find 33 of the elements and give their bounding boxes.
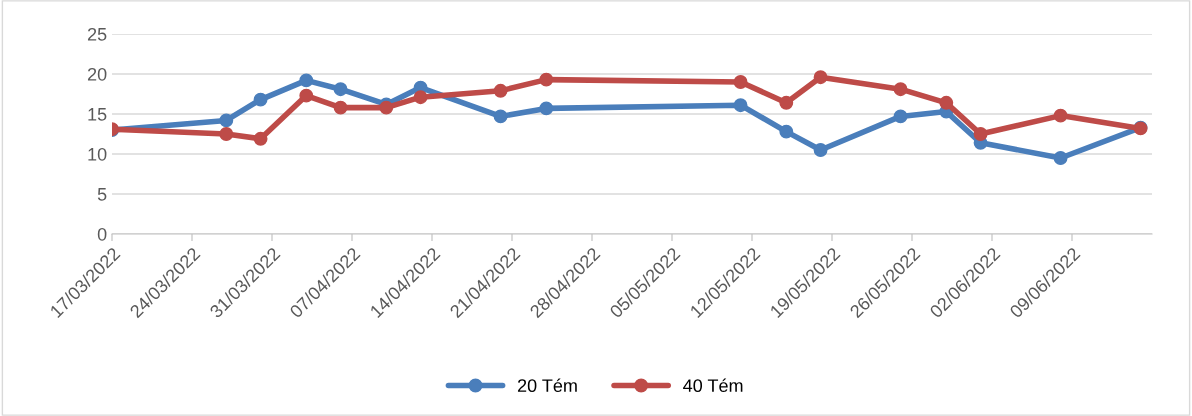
point <box>493 109 508 124</box>
point <box>493 83 508 98</box>
point <box>539 72 554 87</box>
y-tick-label: 10 <box>88 147 107 161</box>
point <box>813 70 828 85</box>
y-tick-label: 25 <box>87 27 107 41</box>
y-tick-label: 0 <box>97 227 107 241</box>
point <box>1053 108 1068 123</box>
point <box>939 95 954 110</box>
point <box>539 101 554 116</box>
point <box>779 95 794 110</box>
point <box>219 113 234 128</box>
legend-label: 20 Tém <box>517 378 577 393</box>
point <box>813 143 828 157</box>
point <box>893 82 908 97</box>
point <box>219 127 234 141</box>
y-tick-label: 5 <box>97 188 107 201</box>
point <box>333 100 348 115</box>
point <box>333 82 348 97</box>
point <box>779 124 794 139</box>
point <box>413 90 428 105</box>
point <box>299 88 314 103</box>
point <box>973 127 988 141</box>
point <box>893 109 908 124</box>
y-tick-label: 15 <box>88 108 107 121</box>
legend-label: 40 Tém <box>683 378 743 393</box>
point <box>299 73 314 88</box>
point <box>253 92 268 107</box>
point <box>253 131 268 146</box>
point <box>733 98 748 113</box>
y-tick-label: 20 <box>87 67 107 81</box>
point <box>1053 151 1068 165</box>
point <box>733 75 748 89</box>
